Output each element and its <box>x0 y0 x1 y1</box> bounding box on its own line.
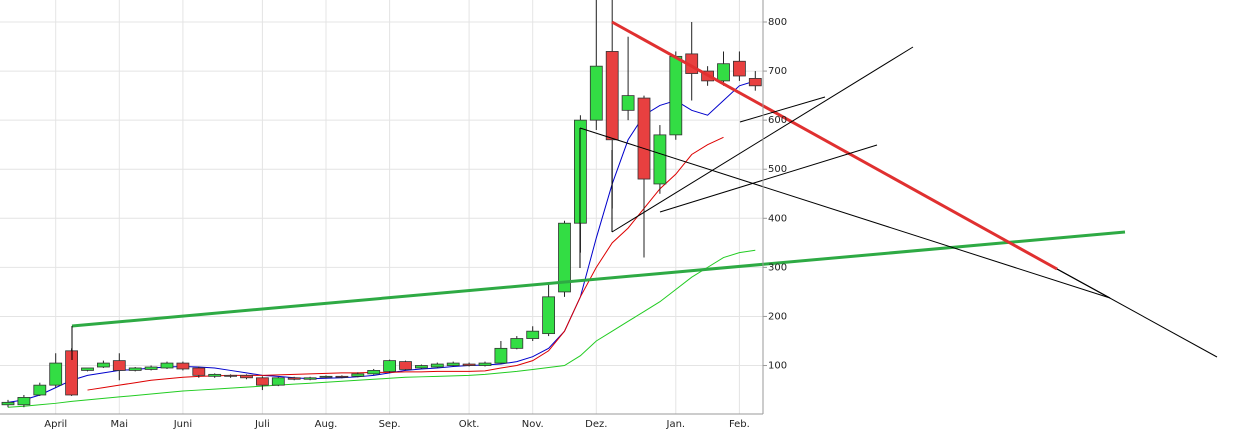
y-tick-label: 100 <box>768 361 787 372</box>
y-tick-label: 200 <box>768 311 787 322</box>
candle-body <box>621 95 635 111</box>
x-tick-label: Juni <box>173 419 192 430</box>
x-tick-label: Sep. <box>379 419 401 430</box>
candle-body <box>33 384 47 396</box>
candle-body <box>81 367 94 371</box>
candle-body <box>542 296 555 335</box>
plot <box>1 0 762 408</box>
candle-body <box>558 222 571 293</box>
candle-body <box>637 97 651 180</box>
x-tick-label: Juli <box>254 419 270 430</box>
moving-average <box>87 136 724 391</box>
candle-body <box>717 63 730 82</box>
candle-body <box>478 362 492 366</box>
candle-body <box>605 51 619 141</box>
candle-body <box>17 397 31 406</box>
candle-body <box>287 377 301 380</box>
candle-body <box>255 377 269 386</box>
grid <box>0 0 763 414</box>
trendline <box>659 144 878 213</box>
candle-body <box>414 365 428 369</box>
candle-body <box>589 65 603 121</box>
x-tick-label: Dez. <box>585 419 607 430</box>
x-tick-label: Nov. <box>522 419 544 430</box>
x-tick-label: Okt. <box>459 419 480 430</box>
candle-body <box>510 338 524 349</box>
y-tick-label: 500 <box>768 164 787 175</box>
candle-body <box>733 60 746 77</box>
x-tick-label: Feb. <box>729 419 750 430</box>
candle-body <box>176 362 190 370</box>
candle-body <box>446 362 460 366</box>
trendline <box>1056 268 1111 299</box>
candle-body <box>271 377 285 386</box>
trendline <box>579 127 1111 299</box>
candle-body <box>494 347 508 364</box>
y-tick-label: 600 <box>768 115 787 126</box>
candle-body <box>526 330 540 339</box>
x-tick-label: Aug. <box>315 419 338 430</box>
y-tick-label: 800 <box>768 17 787 28</box>
candle-body <box>49 362 63 386</box>
candle-body <box>208 373 222 377</box>
trendline <box>611 20 1058 271</box>
candle-body <box>430 363 444 368</box>
moving-average <box>7 249 756 408</box>
trendlines <box>71 20 1218 360</box>
candle-body <box>192 367 206 376</box>
candle-body <box>383 360 397 372</box>
candle-body <box>128 367 142 371</box>
y-tick-label: 400 <box>768 213 787 224</box>
candle-body <box>240 374 253 379</box>
candle-body <box>224 374 238 377</box>
candle-body <box>303 377 317 380</box>
candle-body <box>748 78 762 87</box>
candle-body <box>1 401 15 406</box>
candle-body <box>367 370 381 375</box>
y-tick-label: 700 <box>768 66 787 77</box>
candle-body <box>669 55 683 136</box>
trendline <box>739 96 826 123</box>
candle-body <box>351 373 365 377</box>
trendline <box>71 230 1126 328</box>
x-tick-label: April <box>44 419 67 430</box>
candle-body <box>399 361 412 370</box>
candle-body <box>97 362 110 368</box>
candle-body <box>319 375 333 378</box>
candle-body <box>462 363 476 366</box>
candle-body <box>112 360 126 371</box>
y-tick-label: 300 <box>768 262 787 273</box>
candle-body <box>160 362 174 369</box>
candle-body <box>653 134 667 185</box>
candle-body <box>144 366 158 370</box>
x-tick-label: Mai <box>111 419 129 430</box>
x-tick-label: Jan. <box>666 419 686 430</box>
candle-body <box>335 375 349 378</box>
